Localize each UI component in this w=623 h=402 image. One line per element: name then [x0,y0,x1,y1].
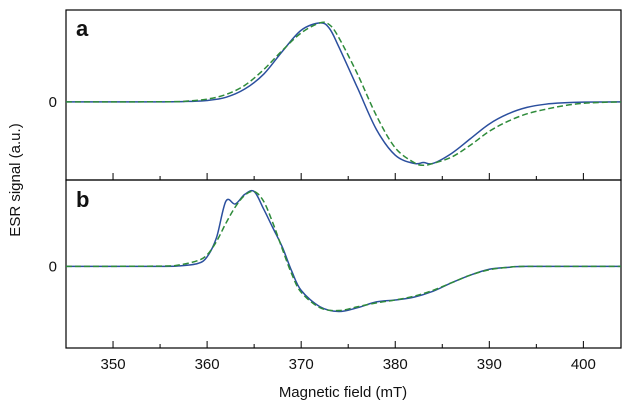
panel-a-frame [65,9,622,181]
x-tick-label: 390 [477,356,502,373]
panel-b: b 0 [49,179,622,349]
panel-b-y-tick-labels: 0 [49,258,57,275]
panel-b-frame [65,179,622,349]
panel-a: a 0 [49,9,622,181]
x-tick-label: 400 [571,356,596,373]
panel-a-label: a [76,16,89,41]
x-tick-label: 380 [383,356,408,373]
x-tick-label: 370 [289,356,314,373]
panel-a-solid-series [65,22,622,165]
x-tick-label: 360 [195,356,220,373]
panel-b-series [65,189,622,313]
panel-a-series [65,21,622,167]
y-tick-label: 0 [49,258,57,275]
panel-a-ticks [112,173,584,180]
y-axis-label: ESR signal (a.u.) [7,123,24,236]
panel-a-dashed-series [65,21,622,167]
panel-b-ticks [112,341,584,348]
panel-b-label: b [76,187,89,212]
y-tick-label: 0 [49,94,57,111]
panel-b-solid-series [65,189,622,313]
panel-a-y-tick-labels: 0 [49,94,57,111]
x-tick-labels: 350 360 370 380 390 400 [101,356,596,373]
x-axis-label: Magnetic field (mT) [279,384,407,401]
panel-b-dashed-series [65,190,622,312]
x-tick-label: 350 [101,356,126,373]
